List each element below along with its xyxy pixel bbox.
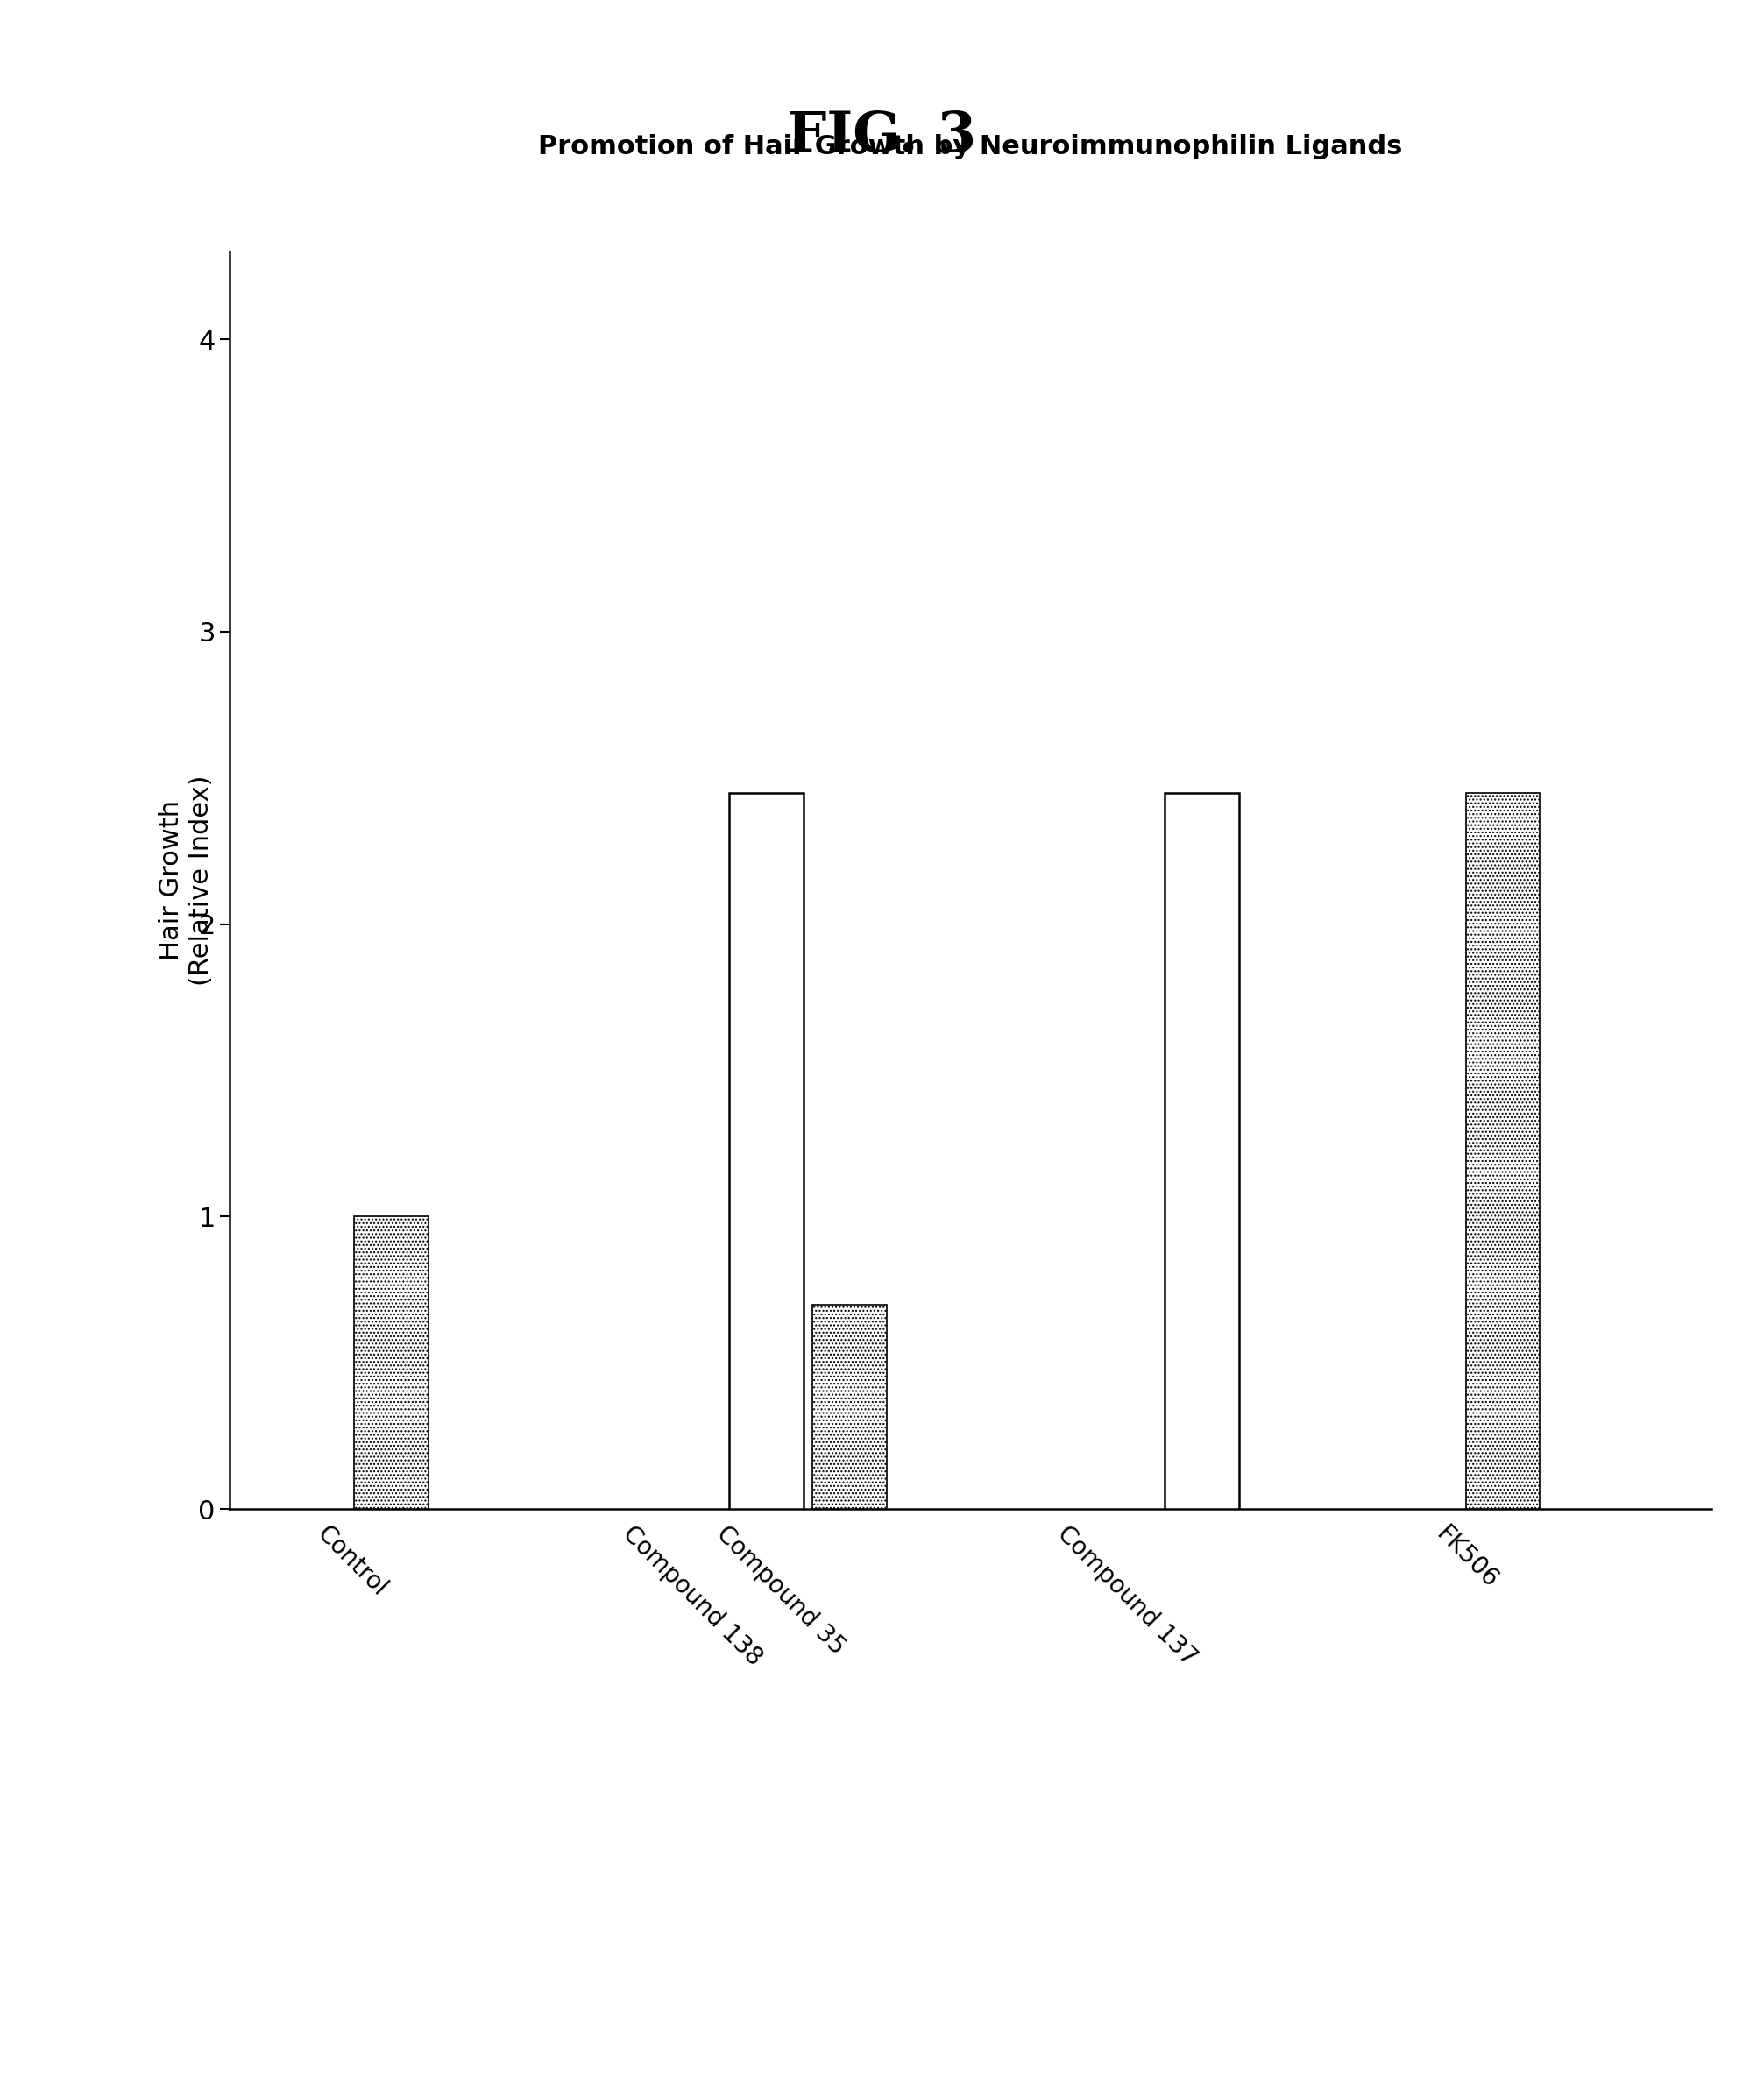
- Text: Compound 137: Compound 137: [1053, 1522, 1201, 1671]
- Text: Control: Control: [312, 1522, 392, 1601]
- Text: FK506: FK506: [1431, 1522, 1503, 1593]
- Bar: [1466, 792, 1540, 1509]
- Bar: [355, 1216, 429, 1509]
- Text: FIG. 3: FIG. 3: [787, 109, 977, 163]
- Bar: [1164, 792, 1238, 1509]
- Bar: [813, 1304, 887, 1509]
- Title: Promotion of Hair Growth by Neuroimmunophilin Ligands: Promotion of Hair Growth by Neuroimmunop…: [538, 134, 1402, 159]
- Bar: [729, 792, 803, 1509]
- Text: Compound 138: Compound 138: [617, 1522, 766, 1671]
- Text: Compound 35: Compound 35: [711, 1522, 850, 1660]
- Y-axis label: Hair Growth
(Relative Index): Hair Growth (Relative Index): [159, 776, 213, 985]
